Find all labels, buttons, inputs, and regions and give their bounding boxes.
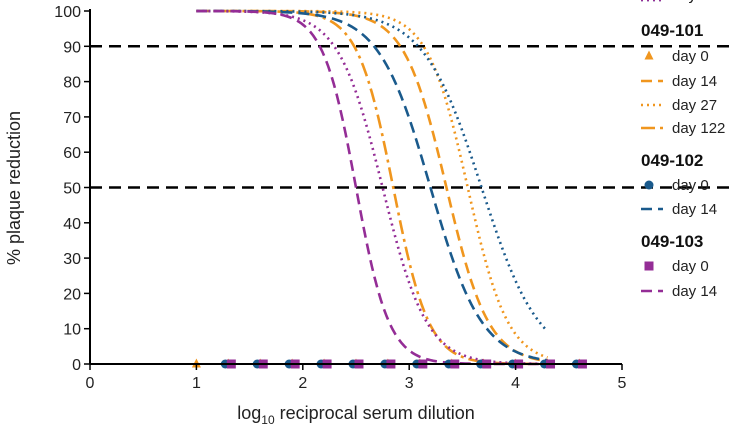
- legend-049-103-day-24-label: day 24: [672, 0, 717, 4]
- reference-lines: [90, 45, 731, 189]
- legend-049-101-day-122-label: day 122: [672, 120, 725, 137]
- legend-049-102-day-24-label: day 24: [672, 0, 717, 4]
- y-tick-label-100: 100: [54, 4, 81, 21]
- x-tick-label-4: 4: [511, 375, 520, 392]
- x-axis-label-sub: 10: [261, 413, 275, 427]
- y-tick-label-70: 70: [63, 110, 81, 127]
- y-tick-label-0: 0: [72, 357, 81, 374]
- y-axis-label: % plaque reduction: [4, 111, 24, 265]
- x-axis-label: log10 reciprocal serum dilution: [237, 403, 474, 427]
- curve-049-102-day-24: [196, 9, 549, 333]
- legend-group-049-101: 049-101: [641, 21, 703, 40]
- y-tick-label-40: 40: [63, 216, 81, 233]
- legend-049-103-day-14-label: day 14: [672, 283, 717, 300]
- x-axis-label-rest: reciprocal serum dilution: [275, 403, 475, 423]
- legend-049-101-day-0-swatch: [644, 50, 654, 60]
- y-tick-label-90: 90: [63, 39, 81, 56]
- legend-049-101-day-0-label: day 0: [672, 48, 709, 65]
- legend: 049-101 day 0 day 14 day 27 day 122 049-102 da…: [641, 0, 725, 300]
- curve-049-101-day-27: [196, 9, 548, 359]
- legend-group-049-103: 049-103: [641, 232, 703, 251]
- legend-049-102-day-14-label: day 14: [672, 201, 717, 218]
- x-tick-label-1: 1: [192, 375, 201, 392]
- y-tick-label-60: 60: [63, 145, 81, 162]
- legend-049-102-day-0-label: day 0: [672, 177, 709, 194]
- axes: 0 10 20 30 40 50 60 70 80 90 100 0 1 2 3 4 5: [54, 4, 626, 392]
- curve-049-102-day-14: [196, 9, 548, 362]
- legend-049-103-day-0-swatch: [644, 261, 654, 271]
- legend-group-049-102: 049-102: [641, 151, 703, 170]
- y-tick-label-30: 30: [63, 251, 81, 268]
- y-tick-label-10: 10: [63, 322, 81, 339]
- x-tick-label-0: 0: [86, 375, 95, 392]
- x-tick-label-2: 2: [298, 375, 307, 392]
- y-tick-label-50: 50: [63, 181, 81, 198]
- legend-049-101-day-27-label: day 27: [672, 97, 717, 114]
- legend-049-103-day-0-label: day 0: [672, 258, 709, 275]
- y-tick-label-20: 20: [63, 286, 81, 303]
- curve-049-103-day-14: [196, 9, 548, 366]
- curve-049-101-day-14: [196, 9, 548, 363]
- y-tick-label-80: 80: [63, 75, 81, 92]
- legend-049-102-day-0-swatch: [644, 180, 654, 190]
- x-tick-label-3: 3: [405, 375, 414, 392]
- x-axis-label-log: log: [237, 403, 261, 423]
- legend-049-101-day-14-label: day 14: [672, 73, 717, 90]
- x-tick-label-5: 5: [618, 375, 627, 392]
